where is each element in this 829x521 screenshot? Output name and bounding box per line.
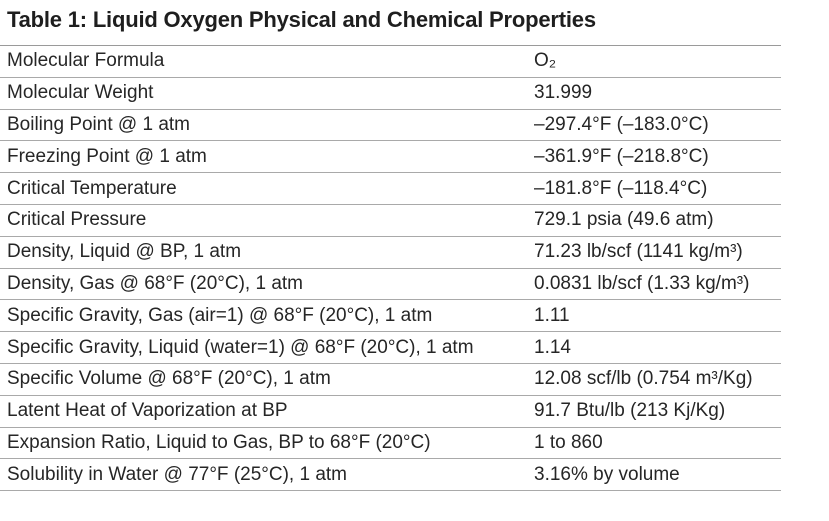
- value-cell: O₂: [534, 50, 557, 72]
- property-cell: Freezing Point @ 1 atm: [7, 145, 207, 167]
- property-cell: Molecular Formula: [7, 50, 165, 72]
- table-row: Boiling Point @ 1 atm –297.4°F (–183.0°C…: [0, 110, 781, 142]
- table-row: Specific Volume @ 68°F (20°C), 1 atm 12.…: [0, 364, 781, 396]
- property-cell: Specific Gravity, Gas (air=1) @ 68°F (20…: [7, 304, 433, 326]
- value-cell: 12.08 scf/lb (0.754 m³/Kg): [534, 368, 753, 390]
- table-row: Freezing Point @ 1 atm –361.9°F (–218.8°…: [0, 141, 781, 174]
- table-row: Density, Gas @ 68°F (20°C), 1 atm 0.0831…: [0, 269, 781, 301]
- value-cell: 0.0831 lb/scf (1.33 kg/m³): [534, 272, 750, 294]
- property-cell: Specific Gravity, Liquid (water=1) @ 68°…: [7, 336, 474, 358]
- table-row: Molecular Weight 31.999: [0, 78, 781, 110]
- table-row: Density, Liquid @ BP, 1 atm 71.23 lb/scf…: [0, 237, 781, 269]
- property-cell: Molecular Weight: [7, 82, 154, 104]
- value-cell: 1.14: [534, 336, 571, 358]
- value-cell: 3.16% by volume: [534, 463, 680, 485]
- table-row: Latent Heat of Vaporization at BP 91.7 B…: [0, 396, 781, 428]
- value-cell: –181.8°F (–118.4°C): [534, 177, 708, 199]
- property-cell: Critical Temperature: [7, 177, 177, 199]
- property-cell: Density, Liquid @ BP, 1 atm: [7, 241, 242, 263]
- property-cell: Solubility in Water @ 77°F (25°C), 1 atm: [7, 463, 347, 485]
- value-cell: –361.9°F (–218.8°C): [534, 145, 709, 167]
- value-cell: –297.4°F (–183.0°C): [534, 113, 709, 135]
- property-cell: Density, Gas @ 68°F (20°C), 1 atm: [7, 272, 303, 294]
- value-cell: 91.7 Btu/lb (213 Kj/Kg): [534, 400, 726, 422]
- property-cell: Critical Pressure: [7, 209, 147, 231]
- table-row: Critical Pressure 729.1 psia (49.6 atm): [0, 205, 781, 237]
- property-cell: Expansion Ratio, Liquid to Gas, BP to 68…: [7, 431, 431, 453]
- table-row: Expansion Ratio, Liquid to Gas, BP to 68…: [0, 428, 781, 460]
- property-cell: Specific Volume @ 68°F (20°C), 1 atm: [7, 368, 331, 390]
- table-row: Specific Gravity, Liquid (water=1) @ 68°…: [0, 332, 781, 364]
- table-row: Specific Gravity, Gas (air=1) @ 68°F (20…: [0, 300, 781, 333]
- table-row: Critical Temperature –181.8°F (–118.4°C): [0, 173, 781, 205]
- table-row: Molecular Formula O₂: [0, 46, 781, 78]
- value-cell: 31.999: [534, 82, 593, 104]
- value-cell: 71.23 lb/scf (1141 kg/m³): [534, 241, 743, 263]
- properties-table: Molecular Formula O₂ Molecular Weight 31…: [0, 46, 781, 492]
- title-divider: [0, 45, 781, 46]
- value-cell: 1.11: [534, 304, 570, 326]
- value-cell: 729.1 psia (49.6 atm): [534, 209, 714, 231]
- table-title: Table 1: Liquid Oxygen Physical and Chem…: [7, 7, 596, 32]
- table-row: Solubility in Water @ 77°F (25°C), 1 atm…: [0, 459, 781, 492]
- property-cell: Boiling Point @ 1 atm: [7, 113, 190, 135]
- property-cell: Latent Heat of Vaporization at BP: [7, 400, 288, 422]
- value-cell: 1 to 860: [534, 431, 603, 453]
